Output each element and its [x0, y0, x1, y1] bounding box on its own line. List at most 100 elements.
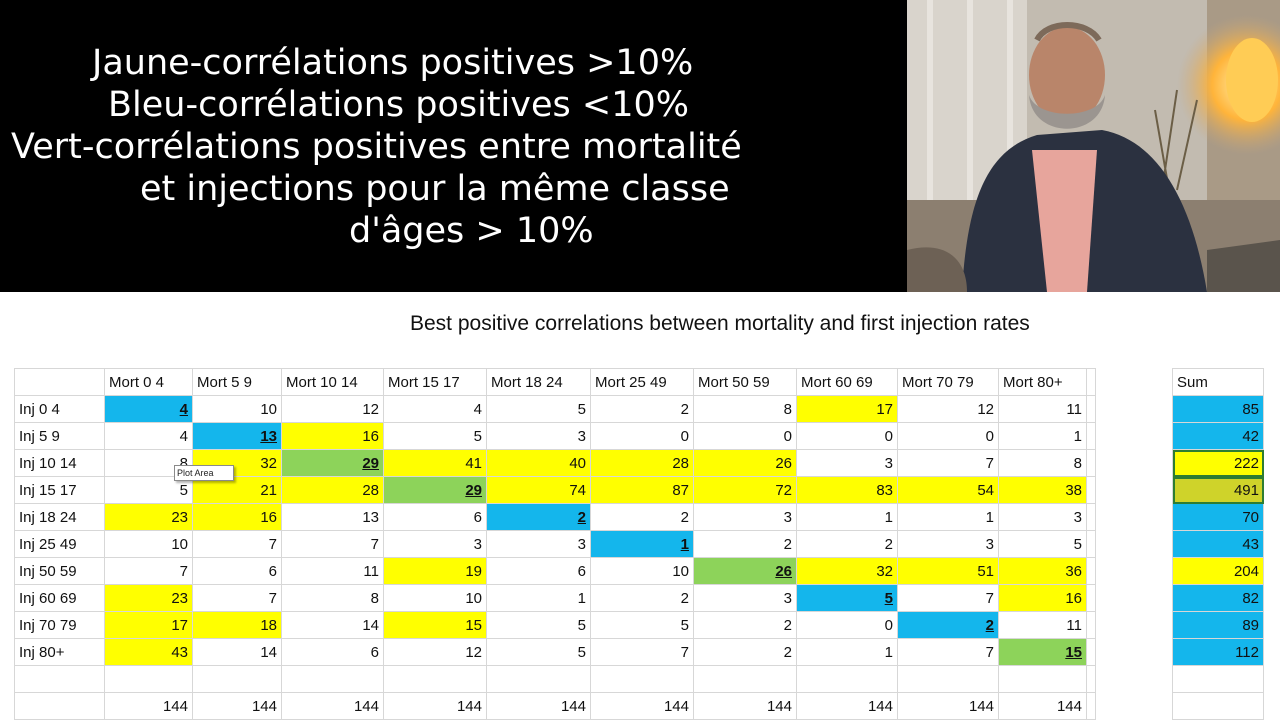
row-header[interactable]: Inj 5 9 — [14, 422, 105, 450]
column-header[interactable]: Mort 60 69 — [796, 368, 898, 396]
data-cell[interactable]: 7 — [897, 638, 999, 666]
data-cell[interactable]: 8 — [281, 584, 384, 612]
data-cell[interactable]: 7 — [897, 449, 999, 477]
data-cell[interactable]: 40 — [486, 449, 591, 477]
data-cell[interactable]: 1 — [897, 503, 999, 531]
data-cell[interactable]: 38 — [998, 476, 1087, 504]
column-header[interactable]: Mort 0 4 — [104, 368, 193, 396]
row-header[interactable]: Inj 18 24 — [14, 503, 105, 531]
data-cell[interactable]: 23 — [104, 503, 193, 531]
data-cell[interactable]: 6 — [486, 557, 591, 585]
data-cell[interactable]: 7 — [897, 584, 999, 612]
data-cell[interactable]: 43 — [104, 638, 193, 666]
data-cell[interactable]: 7 — [104, 557, 193, 585]
data-cell[interactable]: 11 — [998, 395, 1087, 423]
data-cell[interactable]: 16 — [192, 503, 282, 531]
data-cell[interactable]: 2 — [693, 638, 797, 666]
data-cell[interactable]: 18 — [192, 611, 282, 639]
empty-cell[interactable] — [192, 665, 282, 693]
sum-header[interactable]: Sum — [1172, 368, 1264, 396]
data-cell[interactable]: 72 — [693, 476, 797, 504]
data-cell[interactable]: 16 — [281, 422, 384, 450]
data-cell[interactable]: 13 — [281, 503, 384, 531]
data-cell[interactable]: 15 — [998, 638, 1087, 666]
empty-cell[interactable] — [1086, 692, 1096, 720]
data-cell[interactable]: 26 — [693, 449, 797, 477]
data-cell[interactable]: 7 — [590, 638, 694, 666]
total-cell[interactable]: 144 — [998, 692, 1087, 720]
empty-cell[interactable] — [1086, 422, 1096, 450]
data-cell[interactable]: 5 — [486, 611, 591, 639]
empty-cell[interactable] — [796, 665, 898, 693]
empty-cell[interactable] — [1086, 395, 1096, 423]
sum-cell[interactable]: 112 — [1172, 638, 1264, 666]
data-cell[interactable]: 7 — [192, 530, 282, 558]
data-cell[interactable]: 11 — [281, 557, 384, 585]
data-cell[interactable]: 5 — [998, 530, 1087, 558]
data-cell[interactable]: 4 — [104, 395, 193, 423]
data-cell[interactable]: 3 — [796, 449, 898, 477]
data-cell[interactable]: 10 — [104, 530, 193, 558]
data-cell[interactable]: 0 — [796, 611, 898, 639]
data-cell[interactable]: 1 — [590, 530, 694, 558]
column-header[interactable]: Mort 25 49 — [590, 368, 694, 396]
data-cell[interactable]: 2 — [590, 395, 694, 423]
empty-cell[interactable] — [590, 665, 694, 693]
empty-cell[interactable] — [1086, 503, 1096, 531]
column-header[interactable]: Mort 5 9 — [192, 368, 282, 396]
data-cell[interactable]: 29 — [281, 449, 384, 477]
row-header[interactable]: Inj 60 69 — [14, 584, 105, 612]
data-cell[interactable]: 8 — [693, 395, 797, 423]
data-cell[interactable]: 10 — [383, 584, 487, 612]
row-header[interactable]: Inj 10 14 — [14, 449, 105, 477]
empty-cell[interactable] — [14, 665, 105, 693]
data-cell[interactable]: 2 — [796, 530, 898, 558]
empty-cell[interactable] — [998, 665, 1087, 693]
data-cell[interactable]: 3 — [486, 422, 591, 450]
data-cell[interactable]: 10 — [590, 557, 694, 585]
column-header[interactable]: Mort 10 14 — [281, 368, 384, 396]
data-cell[interactable]: 2 — [486, 503, 591, 531]
total-cell[interactable]: 144 — [486, 692, 591, 720]
row-header[interactable]: Inj 80+ — [14, 638, 105, 666]
data-cell[interactable]: 2 — [897, 611, 999, 639]
data-cell[interactable]: 13 — [192, 422, 282, 450]
total-cell[interactable]: 144 — [192, 692, 282, 720]
data-cell[interactable]: 5 — [796, 584, 898, 612]
data-cell[interactable]: 83 — [796, 476, 898, 504]
data-cell[interactable]: 54 — [897, 476, 999, 504]
data-cell[interactable]: 74 — [486, 476, 591, 504]
data-cell[interactable]: 36 — [998, 557, 1087, 585]
data-cell[interactable]: 3 — [693, 503, 797, 531]
sum-cell[interactable]: 43 — [1172, 530, 1264, 558]
data-cell[interactable]: 1 — [796, 638, 898, 666]
column-header[interactable]: Mort 18 24 — [486, 368, 591, 396]
data-cell[interactable]: 41 — [383, 449, 487, 477]
data-cell[interactable]: 2 — [590, 503, 694, 531]
empty-cell[interactable] — [1086, 449, 1096, 477]
data-cell[interactable]: 7 — [192, 584, 282, 612]
data-cell[interactable]: 0 — [897, 422, 999, 450]
sum-cell[interactable]: 82 — [1172, 584, 1264, 612]
row-header[interactable]: Inj 15 17 — [14, 476, 105, 504]
data-cell[interactable]: 5 — [486, 395, 591, 423]
total-cell[interactable]: 144 — [383, 692, 487, 720]
data-cell[interactable]: 32 — [796, 557, 898, 585]
data-cell[interactable]: 5 — [486, 638, 591, 666]
empty-cell[interactable] — [693, 665, 797, 693]
empty-cell[interactable] — [383, 665, 487, 693]
row-header[interactable]: Inj 25 49 — [14, 530, 105, 558]
column-header[interactable]: Mort 70 79 — [897, 368, 999, 396]
column-header[interactable]: Mort 80+ — [998, 368, 1087, 396]
data-cell[interactable]: 3 — [998, 503, 1087, 531]
data-cell[interactable]: 14 — [192, 638, 282, 666]
data-cell[interactable]: 1 — [998, 422, 1087, 450]
data-cell[interactable]: 4 — [383, 395, 487, 423]
data-cell[interactable]: 12 — [383, 638, 487, 666]
empty-cell[interactable] — [1086, 584, 1096, 612]
data-cell[interactable]: 87 — [590, 476, 694, 504]
total-cell[interactable]: 144 — [897, 692, 999, 720]
empty-cell[interactable] — [1086, 557, 1096, 585]
data-cell[interactable]: 10 — [192, 395, 282, 423]
empty-cell[interactable] — [1172, 692, 1264, 720]
